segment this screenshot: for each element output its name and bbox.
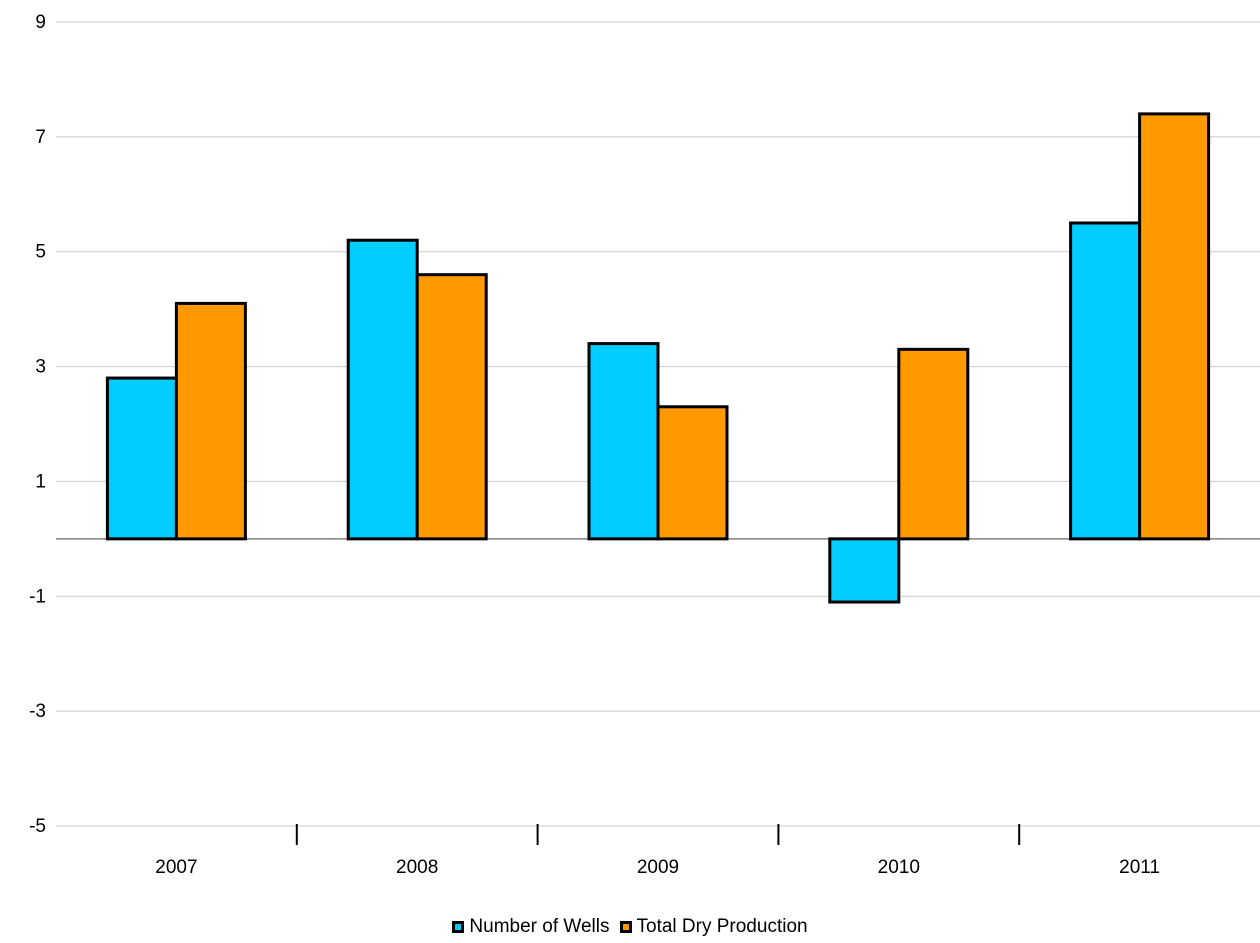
bar-number-of-wells-2010 — [828, 537, 901, 604]
bar-number-of-wells-2007 — [105, 376, 178, 541]
legend: Number of Wells Total Dry Production — [0, 916, 1260, 938]
y-tick-label: 9 — [35, 12, 46, 33]
y-tick-label: 1 — [35, 471, 46, 492]
bar-chart-plot: 9 7 5 3 1 -1 -3 -5 2007 2008 2009 2010 2011 — [29, 12, 1260, 878]
x-tick-label: 2008 — [396, 857, 438, 878]
y-tick-label: -5 — [29, 816, 46, 837]
y-tick-label: 3 — [35, 357, 46, 378]
bar-total-dry-production-2010 — [897, 347, 970, 541]
bar-total-dry-production-2007 — [174, 301, 247, 541]
legend-swatch-number-of-wells — [452, 921, 465, 933]
bar-total-dry-production-2011 — [1138, 112, 1211, 541]
y-tick-label: -3 — [29, 701, 46, 722]
bar-number-of-wells-2009 — [587, 342, 660, 541]
x-tick-label: 2011 — [1119, 857, 1160, 878]
bar-total-dry-production-2008 — [415, 273, 488, 541]
x-tick-label: 2007 — [155, 857, 197, 878]
legend-swatch-total-dry-production — [619, 921, 632, 933]
legend-item-total-dry-production: Total Dry Production — [619, 916, 808, 938]
bar-number-of-wells-2008 — [346, 238, 419, 541]
y-tick-label: 5 — [35, 242, 46, 263]
x-tick-label: 2009 — [637, 857, 679, 878]
y-tick-label: -1 — [29, 586, 46, 607]
bar-total-dry-production-2009 — [656, 405, 729, 541]
legend-label-number-of-wells: Number of Wells — [469, 916, 610, 937]
legend-item-number-of-wells: Number of Wells — [452, 916, 610, 938]
bar-number-of-wells-2011 — [1069, 221, 1142, 541]
y-tick-label: 7 — [35, 127, 46, 148]
x-tick-label: 2010 — [878, 857, 920, 878]
legend-label-total-dry-production: Total Dry Production — [636, 916, 808, 937]
